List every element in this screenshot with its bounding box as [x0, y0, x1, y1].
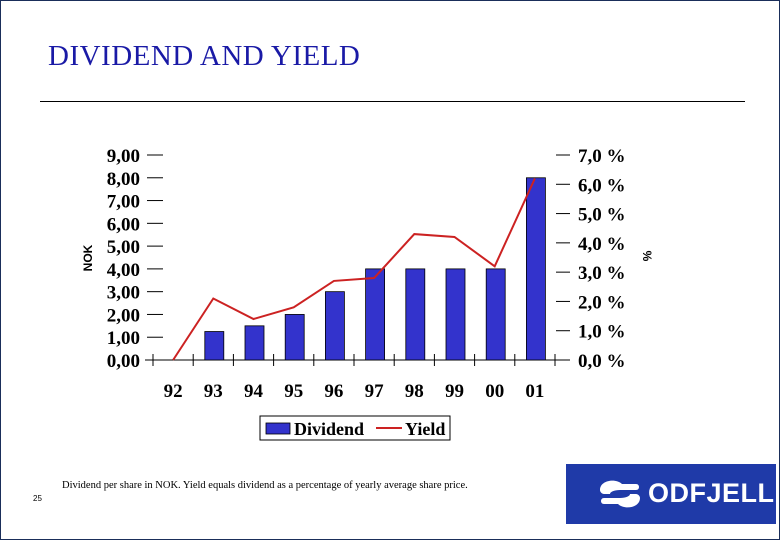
left-tick-label: 6,00: [107, 214, 140, 235]
dividend-bar: [526, 177, 546, 361]
left-tick-label: 2,00: [107, 305, 140, 326]
dividend-bar: [485, 268, 506, 361]
slide-title: DIVIDEND AND YIELD: [48, 40, 361, 72]
legend-label-dividend: Dividend: [294, 419, 364, 439]
left-tick-label: 9,00: [107, 146, 140, 167]
left-tick-label: 8,00: [107, 169, 140, 190]
legend-box: [259, 415, 451, 441]
x-tick-label: 99: [445, 381, 464, 402]
x-tick-label: 97: [365, 381, 385, 402]
right-tick-label: 2,0 %: [578, 292, 626, 313]
dividend-bar: [244, 325, 265, 361]
dividend-bar: [365, 268, 386, 361]
right-tick-label: 1,0 %: [578, 322, 626, 343]
left-tick-label: 5,00: [107, 237, 140, 258]
right-tick-label: 0,0 %: [578, 351, 626, 372]
x-tick-label: 00: [485, 381, 504, 402]
dividend-bar: [445, 268, 466, 361]
left-tick-label: 7,00: [107, 192, 140, 213]
right-tick-label: 5,0 %: [578, 205, 626, 226]
right-axis-title: %: [640, 251, 654, 262]
legend-label-yield: Yield: [405, 419, 445, 439]
logo-mark-icon: [600, 480, 640, 508]
title-divider: [40, 101, 745, 102]
dividend-bar: [204, 331, 225, 361]
left-axis-title: NOK: [81, 244, 95, 271]
left-tick-label: 1,00: [107, 328, 140, 349]
footnote: Dividend per share in NOK. Yield equals …: [62, 480, 468, 491]
left-tick-label: 3,00: [107, 283, 140, 304]
right-tick-label: 7,0 %: [578, 146, 626, 167]
dividend-bar: [405, 268, 426, 361]
page-number: 25: [33, 494, 42, 503]
logo-text: ODFJELL: [648, 478, 775, 508]
left-tick-label: 4,00: [107, 260, 140, 281]
x-tick-label: 98: [405, 381, 424, 402]
right-tick-label: 3,0 %: [578, 263, 626, 284]
right-tick-label: 4,0 %: [578, 234, 626, 255]
right-tick-label: 6,0 %: [578, 175, 626, 196]
x-tick-label: 01: [525, 381, 544, 402]
x-tick-label: 96: [324, 381, 343, 402]
dividend-bar: [324, 291, 345, 361]
dividend-bar: [284, 314, 305, 361]
yield-line: [172, 178, 536, 361]
x-tick-label: 92: [164, 381, 183, 402]
x-tick-label: 93: [204, 381, 223, 402]
left-tick-label: 0,00: [107, 351, 140, 372]
company-logo: ODFJELL: [566, 464, 776, 524]
legend-swatch-dividend: [265, 422, 291, 435]
x-tick-label: 95: [284, 381, 303, 402]
x-tick-label: 94: [244, 381, 264, 402]
